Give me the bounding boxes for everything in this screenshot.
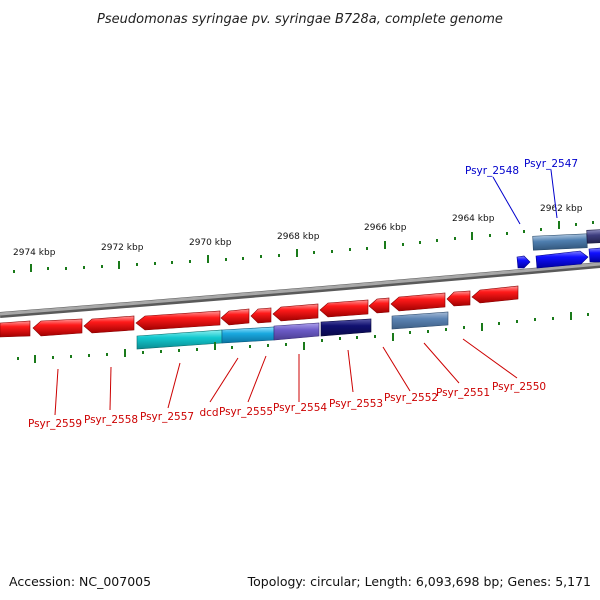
label-psyr-2557[interactable]: Psyr_2557 bbox=[140, 411, 194, 423]
label-psyr-2555[interactable]: Psyr_2555 bbox=[219, 406, 273, 418]
scale-ticks-upper bbox=[13, 221, 594, 273]
label-psyr-2559[interactable]: Psyr_2559 bbox=[28, 418, 82, 430]
feature-blocks bbox=[136, 311, 449, 350]
feature-light-blue[interactable] bbox=[221, 326, 275, 344]
gene-psyr-2557[interactable] bbox=[83, 315, 135, 334]
label-psyr-2554[interactable]: Psyr_2554 bbox=[273, 402, 327, 414]
gene-dcd[interactable] bbox=[135, 310, 221, 331]
gene-psyr-2547-upper[interactable] bbox=[586, 229, 600, 244]
scale-label-2974: 2974 kbp bbox=[13, 248, 56, 258]
gene-psyr-2550b[interactable] bbox=[471, 285, 519, 304]
scale-label-2972: 2972 kbp bbox=[101, 243, 144, 253]
gene-psyr-2558[interactable] bbox=[32, 318, 83, 337]
feature-navy[interactable] bbox=[320, 318, 372, 337]
scale-label-2970: 2970 kbp bbox=[189, 238, 232, 248]
gene-blue-edge[interactable] bbox=[588, 247, 600, 263]
label-psyr-2547[interactable]: Psyr_2547 bbox=[524, 158, 578, 170]
gene-psyr-2553[interactable] bbox=[272, 303, 319, 322]
label-psyr-2548[interactable]: Psyr_2548 bbox=[465, 165, 519, 177]
gene-psyr-2550[interactable] bbox=[446, 290, 471, 307]
label-psyr-2552[interactable]: Psyr_2552 bbox=[384, 392, 438, 404]
forward-strand-genes bbox=[516, 229, 600, 269]
scale-label-2964: 2964 kbp bbox=[452, 214, 495, 224]
map-title: Pseudomonas syringae pv. syringae B728a,… bbox=[97, 12, 503, 27]
gene-small-blue-arrow[interactable] bbox=[516, 255, 531, 269]
gene-psyr-2554[interactable] bbox=[250, 307, 272, 324]
gene-psyr-2559[interactable] bbox=[0, 320, 31, 338]
scale-labels: 2974 kbp 2972 kbp 2970 kbp 2968 kbp 2966… bbox=[13, 204, 583, 258]
gene-psyr-2552[interactable] bbox=[319, 299, 369, 318]
label-psyr-2553[interactable]: Psyr_2553 bbox=[329, 398, 383, 410]
scale-label-2966: 2966 kbp bbox=[364, 223, 407, 233]
label-psyr-2558[interactable]: Psyr_2558 bbox=[84, 414, 138, 426]
label-psyr-2551[interactable]: Psyr_2551 bbox=[436, 387, 490, 399]
scale-label-2962: 2962 kbp bbox=[540, 204, 583, 214]
label-leaders-blue bbox=[492, 169, 558, 225]
gene-psyr-2552b[interactable] bbox=[368, 297, 390, 314]
feature-cyan[interactable] bbox=[136, 329, 223, 350]
gene-psyr-2555[interactable] bbox=[220, 308, 250, 326]
gene-labels-red: Psyr_2559 Psyr_2558 Psyr_2557 dcd Psyr_2… bbox=[28, 381, 546, 430]
feature-steel[interactable] bbox=[391, 311, 449, 330]
label-leaders-red bbox=[54, 338, 518, 416]
gene-psyr-2547[interactable] bbox=[535, 250, 589, 269]
accession-text: Accession: NC_007005 bbox=[9, 574, 151, 589]
label-dcd[interactable]: dcd bbox=[199, 407, 218, 419]
reverse-strand-genes bbox=[0, 285, 519, 338]
feature-purple[interactable] bbox=[273, 322, 320, 341]
topology-text: Topology: circular; Length: 6,093,698 bp… bbox=[247, 574, 591, 589]
genome-backbone bbox=[0, 262, 600, 318]
label-psyr-2550[interactable]: Psyr_2550 bbox=[492, 381, 546, 393]
scale-ticks-lower bbox=[17, 312, 589, 363]
gene-psyr-2548[interactable] bbox=[532, 233, 588, 251]
gene-labels-blue: Psyr_2548 Psyr_2547 bbox=[465, 158, 578, 177]
scale-label-2968: 2968 kbp bbox=[277, 232, 320, 242]
gene-psyr-2551[interactable] bbox=[390, 292, 446, 312]
